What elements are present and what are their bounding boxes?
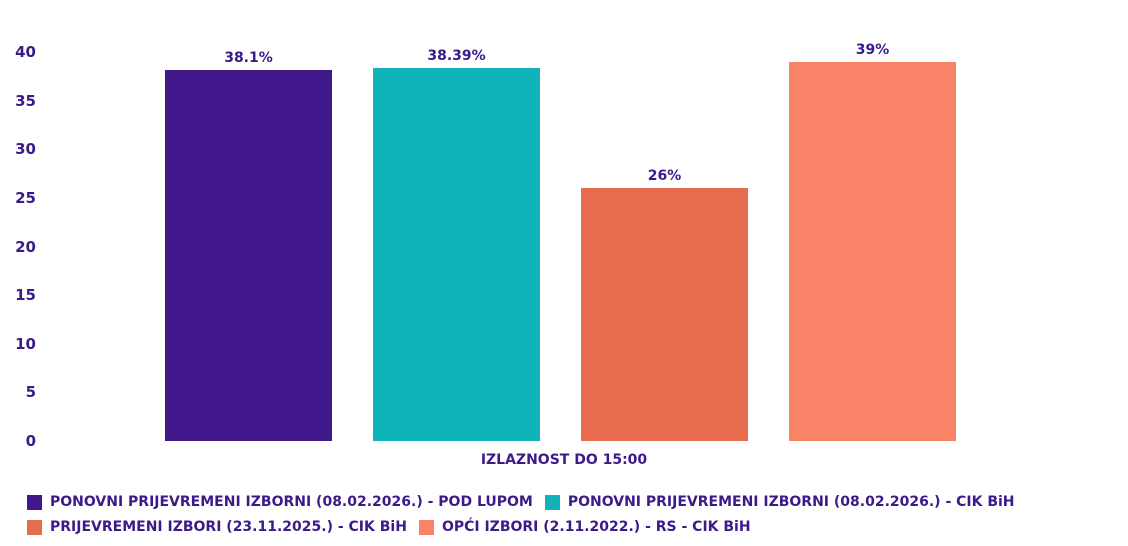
- legend-label: OPĆI IZBORI (2.11.2022.) - RS - CIK BiH: [441, 519, 751, 535]
- y-tick-label: 15: [15, 286, 36, 305]
- y-tick-label: 25: [15, 188, 36, 207]
- legend-label: PRIJEVREMENI IZBORI (23.11.2025.) - CIK …: [50, 519, 407, 535]
- legend-item: OPĆI IZBORI (2.11.2022.) - RS - CIK BiH: [418, 515, 751, 540]
- y-tick-label: 0: [25, 432, 36, 450]
- legend-swatch-icon: [418, 520, 434, 535]
- y-tick-label: 40: [15, 43, 36, 61]
- legend-item: PONOVNI PRIJEVREMENI IZBORNI (08.02.2026…: [544, 490, 1015, 515]
- y-tick-label: 20: [15, 237, 36, 256]
- legend: PONOVNI PRIJEVREMENI IZBORNI (08.02.2026…: [27, 490, 1027, 540]
- x-axis-label: IZLAZNOST DO 15:00: [480, 452, 648, 468]
- y-tick-label: 5: [25, 383, 36, 402]
- y-tick-label: 10: [15, 334, 36, 353]
- legend-swatch-icon: [27, 520, 42, 535]
- y-tick-label: 35: [15, 91, 36, 110]
- legend-swatch-icon: [27, 495, 42, 510]
- bar-value-label: 38.1%: [224, 50, 273, 67]
- bar: [373, 67, 540, 441]
- bar: [789, 61, 956, 441]
- legend-label: PONOVNI PRIJEVREMENI IZBORNI (08.02.2026…: [50, 494, 533, 510]
- legend-item: PRIJEVREMENI IZBORI (23.11.2025.) - CIK …: [27, 515, 407, 540]
- y-tick-label: 30: [15, 140, 36, 159]
- legend-swatch-icon: [544, 495, 560, 510]
- bar: [165, 70, 332, 441]
- legend-label: PONOVNI PRIJEVREMENI IZBORNI (08.02.2026…: [567, 494, 1015, 510]
- legend-item: PONOVNI PRIJEVREMENI IZBORNI (08.02.2026…: [27, 490, 533, 515]
- bar-value-label: 38.39%: [427, 47, 486, 64]
- bar-value-label: 39%: [855, 41, 890, 58]
- bar-value-label: 26%: [647, 168, 682, 185]
- bar: [581, 188, 748, 441]
